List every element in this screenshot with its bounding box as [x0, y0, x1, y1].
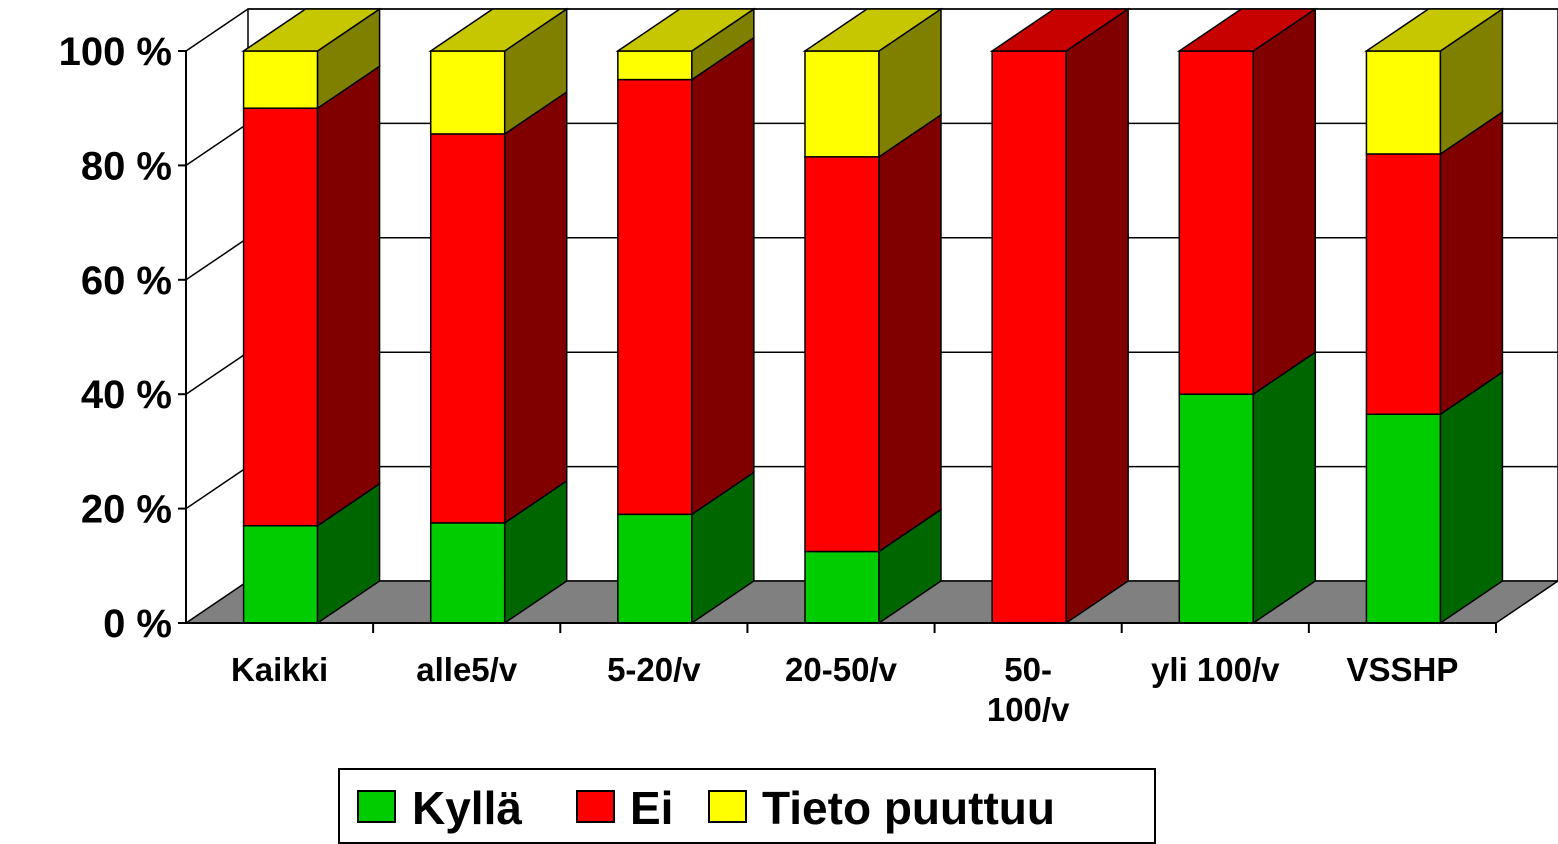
category-label: alle5/v: [416, 651, 518, 688]
bar-segment-top: [802, 8, 944, 52]
bar-segment-side: [691, 36, 755, 516]
bar-segment-side: [316, 64, 381, 528]
bar-segment-side: [1439, 110, 1504, 416]
bar-segment: [617, 513, 693, 624]
bar-segment: [1178, 50, 1255, 395]
gridline-diagonal: [185, 8, 249, 52]
legend-label: Ei: [630, 782, 673, 834]
bar-segment-side: [1065, 7, 1129, 625]
legend-label: Kyllä: [412, 782, 522, 834]
gridline-diagonal: [185, 122, 249, 167]
bar-segment-top: [1176, 8, 1318, 52]
bar-stack: [241, 7, 383, 625]
y-tick-label: 0 %: [103, 602, 172, 646]
legend-label: Tieto puuttuu: [762, 782, 1055, 834]
bar-segment: [804, 156, 880, 553]
bar-segment-side: [1439, 370, 1504, 625]
bar-segment: [1178, 393, 1255, 624]
bar-segment: [991, 50, 1067, 624]
y-tick-label: 20 %: [81, 488, 172, 532]
bar-segment: [804, 50, 880, 158]
bar-segment: [1365, 413, 1442, 624]
bars: [241, 7, 1505, 625]
bar-segment-side: [878, 113, 942, 553]
bar-segment-top: [989, 8, 1131, 52]
bar-segment-side: [503, 90, 568, 525]
bar-segment-side: [1252, 7, 1317, 396]
bar-segment: [1365, 50, 1442, 155]
bar-segment-top: [615, 8, 757, 52]
bar-segment: [429, 50, 506, 135]
bar-stack: [802, 7, 944, 625]
category-labels: Kaikki alle5/v 5-20/v 20-50/v 50-100/v yli 10…: [231, 651, 1458, 728]
bar-segment: [429, 522, 506, 624]
y-tick-label: 40 %: [81, 373, 172, 417]
category-label: 20-50/v: [785, 651, 898, 688]
bar-segment-top: [1363, 8, 1505, 52]
category-label: 50-100/v: [987, 651, 1070, 728]
category-label: yli 100/v: [1151, 651, 1280, 688]
gridline-diagonal: [185, 237, 249, 281]
bar-segment: [617, 50, 693, 81]
bar-segment-top: [241, 8, 383, 52]
bar-segment: [617, 78, 693, 516]
gridline-diagonal: [185, 465, 249, 510]
axes: [178, 50, 1497, 633]
bar-stack: [1363, 7, 1505, 625]
bar-segment-top: [428, 8, 570, 52]
y-tick-labels: 0 % 20 % 40 % 60 % 80 % 100 %: [59, 30, 172, 646]
y-tick-label: 60 %: [81, 259, 172, 303]
bar-segment: [1365, 153, 1442, 415]
bar-segment: [429, 133, 506, 524]
legend-swatch: [708, 790, 747, 823]
category-label: Kaikki: [231, 651, 328, 688]
category-label: VSSHP: [1346, 651, 1458, 688]
legend: Kyllä Ei Tieto puuttuu: [338, 768, 1156, 844]
bar-segment-side: [1252, 350, 1317, 625]
bar-stack: [1176, 7, 1318, 625]
y-tick-label: 100 %: [59, 30, 172, 74]
bar-stack: [428, 7, 570, 625]
bar-segment: [804, 550, 880, 624]
bar-segment: [242, 50, 319, 109]
y-tick-label: 80 %: [81, 144, 172, 188]
bar-segment: [242, 525, 319, 624]
bar-stack: [989, 7, 1131, 625]
bar-segment: [242, 107, 319, 527]
gridline-diagonal: [185, 351, 249, 395]
category-label: 5-20/v: [607, 651, 701, 688]
bar-stack: [615, 7, 757, 625]
legend-swatch: [357, 790, 396, 823]
legend-swatch: [576, 790, 615, 823]
